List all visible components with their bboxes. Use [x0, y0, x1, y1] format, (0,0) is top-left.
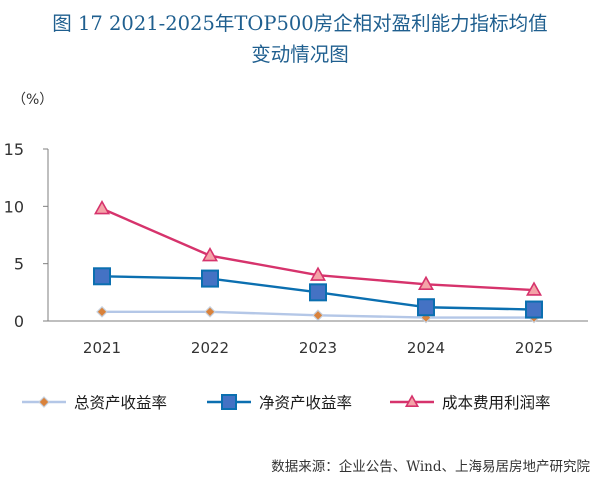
- data-point-s2-4: [525, 300, 543, 319]
- legend-label-1: 总资产收益率: [74, 394, 167, 412]
- data-point-s2-0: [93, 267, 111, 286]
- y-tick-label: 10: [4, 197, 24, 216]
- data-point-s2-2: [309, 283, 327, 302]
- data-point-s3-1: [201, 247, 219, 262]
- data-point-s1-1: [204, 305, 216, 318]
- data-point-s3-3: [417, 275, 435, 291]
- x-tick-label: 2021: [83, 339, 121, 357]
- x-tick-label: 2024: [407, 339, 445, 357]
- data-point-s3-2: [309, 266, 327, 281]
- data-point-s3-0: [93, 199, 111, 215]
- y-axis-unit-label: （%）: [12, 92, 54, 108]
- legend-label-3: 成本费用利润率: [442, 394, 551, 412]
- legend-marker-2: [221, 394, 237, 410]
- data-point-s3-4: [525, 281, 543, 296]
- data-point-s1-0: [96, 305, 108, 318]
- x-tick-label: 2022: [191, 339, 229, 357]
- y-tick-label: 5: [14, 255, 24, 274]
- legend-label-2: 净资产收益率: [259, 394, 352, 412]
- chart-title-line2: 变动情况图: [251, 43, 349, 66]
- data-source-note: 数据来源：企业公告、Wind、上海易居房地产研究院: [271, 459, 590, 475]
- data-point-s1-2: [312, 309, 324, 322]
- legend-marker-1: [38, 396, 50, 408]
- chart-title: 图 17 2021-2025年TOP500房企相对盈利能力指标均值 变动情况图: [0, 8, 600, 70]
- y-tick-label: 0: [14, 312, 24, 331]
- data-point-s2-1: [201, 269, 219, 288]
- chart-title-line1: 图 17 2021-2025年TOP500房企相对盈利能力指标均值: [52, 12, 548, 35]
- y-tick-label: 15: [4, 140, 24, 159]
- data-point-s2-3: [417, 298, 435, 317]
- x-tick-label: 2023: [299, 339, 337, 357]
- x-tick-label: 2025: [515, 339, 553, 357]
- legend-marker-3: [404, 394, 420, 408]
- line-chart: 0 5 10 15 2021 2022 2023 2024 2025 总资产收益率 净资产收益率 成本…: [4, 140, 588, 412]
